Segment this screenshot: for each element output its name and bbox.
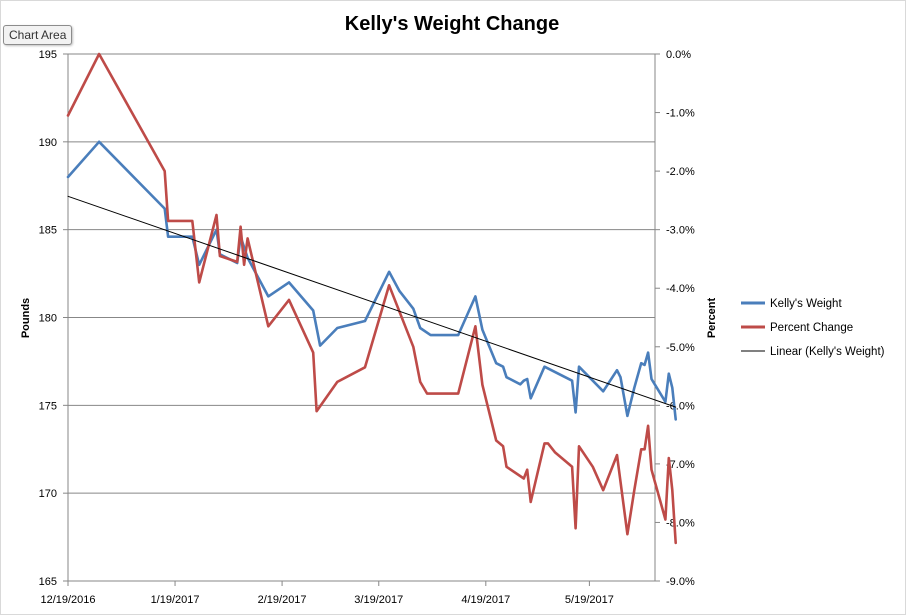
trendline[interactable] <box>67 195 677 408</box>
y2-tick-label: -6.0% <box>666 400 695 412</box>
y2-tick-label: -4.0% <box>666 283 695 295</box>
y2-tick-label: 0.0% <box>666 49 691 61</box>
y-tick-label: 190 <box>39 137 57 149</box>
x-tick-label: 4/19/2017 <box>461 594 510 606</box>
legend-label: Percent Change <box>770 322 853 334</box>
y2-tick-label: -1.0% <box>666 108 695 120</box>
y2-tick-label: -3.0% <box>666 225 695 237</box>
y2-axis-title: Percent <box>706 297 718 338</box>
x-tick-label: 1/19/2017 <box>151 594 200 606</box>
series-group <box>66 52 678 545</box>
x-tick-label: 12/19/2016 <box>40 594 95 606</box>
y-axis-title: Pounds <box>20 298 32 338</box>
y2-tick-label: -5.0% <box>666 342 695 354</box>
y2-tick-label: -2.0% <box>666 166 695 178</box>
x-tick-label: 5/19/2017 <box>565 594 614 606</box>
y-axis-ticks: 195 190 185 180 175 170 165 <box>39 49 68 588</box>
gridlines <box>68 53 655 494</box>
legend-label: Linear (Kelly's Weight) <box>770 346 885 358</box>
y-tick-label: 180 <box>39 313 57 325</box>
y2-tick-label: -7.0% <box>666 459 695 471</box>
y2-tick-label: -8.0% <box>666 517 695 529</box>
chart-area-tooltip: Chart Area <box>3 25 73 45</box>
y2-tick-label: -9.0% <box>666 576 695 588</box>
y-tick-label: 195 <box>39 49 57 61</box>
x-axis-ticks: 12/19/2016 1/19/2017 2/19/2017 3/19/2017 4/1… <box>40 581 614 606</box>
y-tick-label: 170 <box>39 488 57 500</box>
legend-label: Kelly's Weight <box>770 298 842 310</box>
legend[interactable]: Kelly's Weight Percent Change Linear (Kell… <box>741 298 885 358</box>
x-tick-label: 3/19/2017 <box>354 594 403 606</box>
series-line-weight[interactable] <box>66 140 678 421</box>
y-tick-label: 175 <box>39 400 57 412</box>
x-tick-label: 2/19/2017 <box>258 594 307 606</box>
y-tick-label: 185 <box>39 225 57 237</box>
chart-title: Kelly's Weight Change <box>345 13 559 35</box>
y-tick-label: 165 <box>39 576 57 588</box>
series-line-percent-change[interactable] <box>66 52 678 545</box>
